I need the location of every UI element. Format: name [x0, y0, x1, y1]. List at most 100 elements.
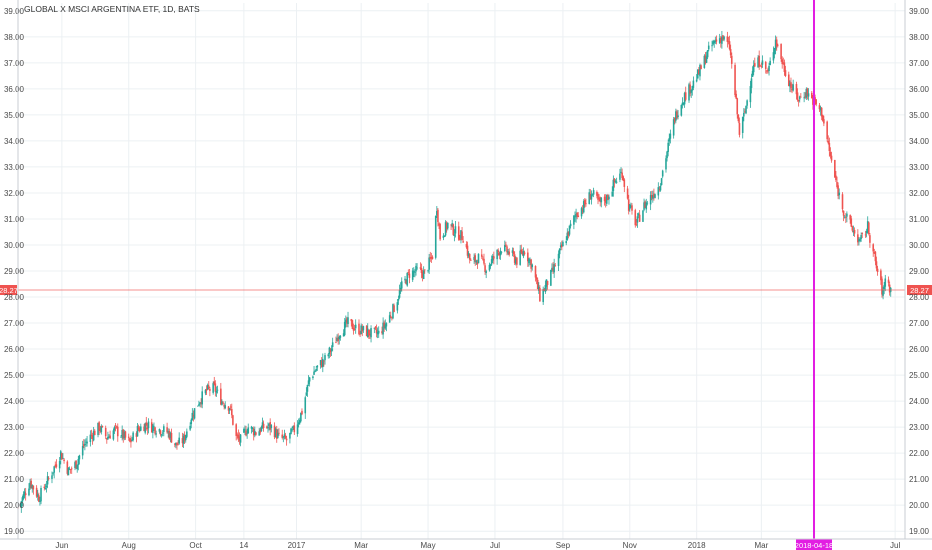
candle-up: [152, 425, 154, 433]
candle-up: [397, 299, 400, 301]
y-tick-label-right: 31.00: [909, 215, 930, 224]
candle-up: [682, 102, 685, 105]
candle-down: [70, 468, 73, 470]
candle-down: [466, 245, 469, 256]
candle-up: [23, 491, 26, 496]
candle-down: [450, 224, 452, 226]
x-tick-label: May: [420, 541, 435, 550]
y-tick-label-right: 37.00: [909, 59, 930, 68]
candle-up: [545, 279, 548, 287]
candle-down: [508, 251, 510, 255]
candle-up: [20, 501, 23, 508]
candle-down: [841, 194, 844, 210]
candle-up: [692, 80, 695, 88]
candle-up: [416, 267, 418, 269]
candle-down: [462, 241, 464, 243]
candle-down: [159, 430, 162, 435]
y-tick-label-left: 35.00: [4, 111, 25, 120]
candle-down: [874, 251, 877, 262]
candle-up: [768, 65, 770, 71]
candle-up: [660, 178, 663, 186]
candle-down: [281, 434, 284, 438]
candle-down: [790, 82, 792, 89]
candle-down: [192, 414, 195, 417]
candle-down: [391, 317, 393, 319]
candle-down: [419, 267, 422, 269]
candle-up: [477, 253, 480, 264]
candle-up: [657, 187, 660, 196]
candle-up: [442, 235, 445, 238]
candle-up: [251, 428, 254, 429]
candle-up: [244, 429, 246, 431]
candle-down: [804, 96, 807, 98]
candle-down: [722, 35, 724, 40]
candle-up: [204, 389, 207, 394]
candle-down: [576, 212, 578, 216]
candle-down: [520, 249, 523, 253]
candle-down: [115, 426, 118, 428]
candle-up: [745, 105, 747, 114]
candle-up: [415, 265, 417, 272]
candle-down: [726, 36, 729, 42]
candle-up: [884, 278, 887, 287]
y-tick-label-left: 20.00: [4, 501, 25, 510]
candle-down: [730, 55, 733, 64]
candle-down: [638, 214, 641, 222]
candle-down: [166, 427, 168, 433]
candle-up: [51, 475, 53, 479]
candle-down: [214, 383, 217, 392]
candle-down: [535, 277, 538, 280]
candle-down: [736, 98, 739, 115]
candle-up: [566, 232, 569, 240]
candle-down: [381, 331, 383, 334]
candle-up: [246, 433, 248, 435]
candle-down: [729, 49, 732, 56]
candle-down: [658, 188, 661, 190]
candle-up: [330, 348, 333, 351]
candle-down: [621, 172, 623, 178]
candle-down: [875, 261, 878, 269]
candle-down: [351, 320, 354, 329]
candle-up: [366, 328, 369, 337]
candle-up: [453, 234, 456, 236]
candle-up: [306, 384, 309, 392]
candle-up: [550, 269, 552, 286]
candle-down: [554, 265, 557, 267]
last-price-tag-left: [0, 284, 17, 295]
candle-up: [44, 487, 47, 489]
candle-up: [31, 485, 34, 489]
candle-up: [485, 271, 487, 273]
candle-up: [436, 211, 438, 216]
candle-down: [452, 224, 455, 235]
candle-down: [301, 410, 303, 415]
candle-down: [429, 257, 432, 259]
candle-down: [828, 143, 831, 152]
candle-down: [407, 272, 410, 274]
candle-up: [342, 333, 345, 337]
y-tick-label-left: 19.00: [4, 527, 25, 536]
candle-down: [143, 426, 145, 432]
candle-up: [666, 151, 668, 159]
candle-up: [21, 497, 24, 502]
candle-down: [844, 216, 847, 218]
candle-up: [628, 204, 631, 210]
candle-down: [727, 41, 730, 43]
candle-up: [328, 347, 331, 354]
candle-up: [59, 451, 62, 460]
candle-down: [389, 316, 392, 318]
candle-up: [28, 488, 30, 496]
candle-up: [605, 194, 608, 204]
last-price-tag-left-label: 28.27: [0, 286, 18, 295]
candle-down: [116, 426, 119, 437]
candle-down: [493, 256, 495, 259]
candle-down: [797, 100, 800, 102]
candle-down: [82, 444, 85, 446]
candle-up: [475, 260, 478, 263]
candle-up: [52, 472, 54, 474]
candle-down: [90, 434, 93, 436]
candle-down: [872, 244, 875, 252]
candle-down: [61, 453, 63, 460]
candle-down: [596, 191, 598, 196]
candle-down: [350, 319, 353, 322]
